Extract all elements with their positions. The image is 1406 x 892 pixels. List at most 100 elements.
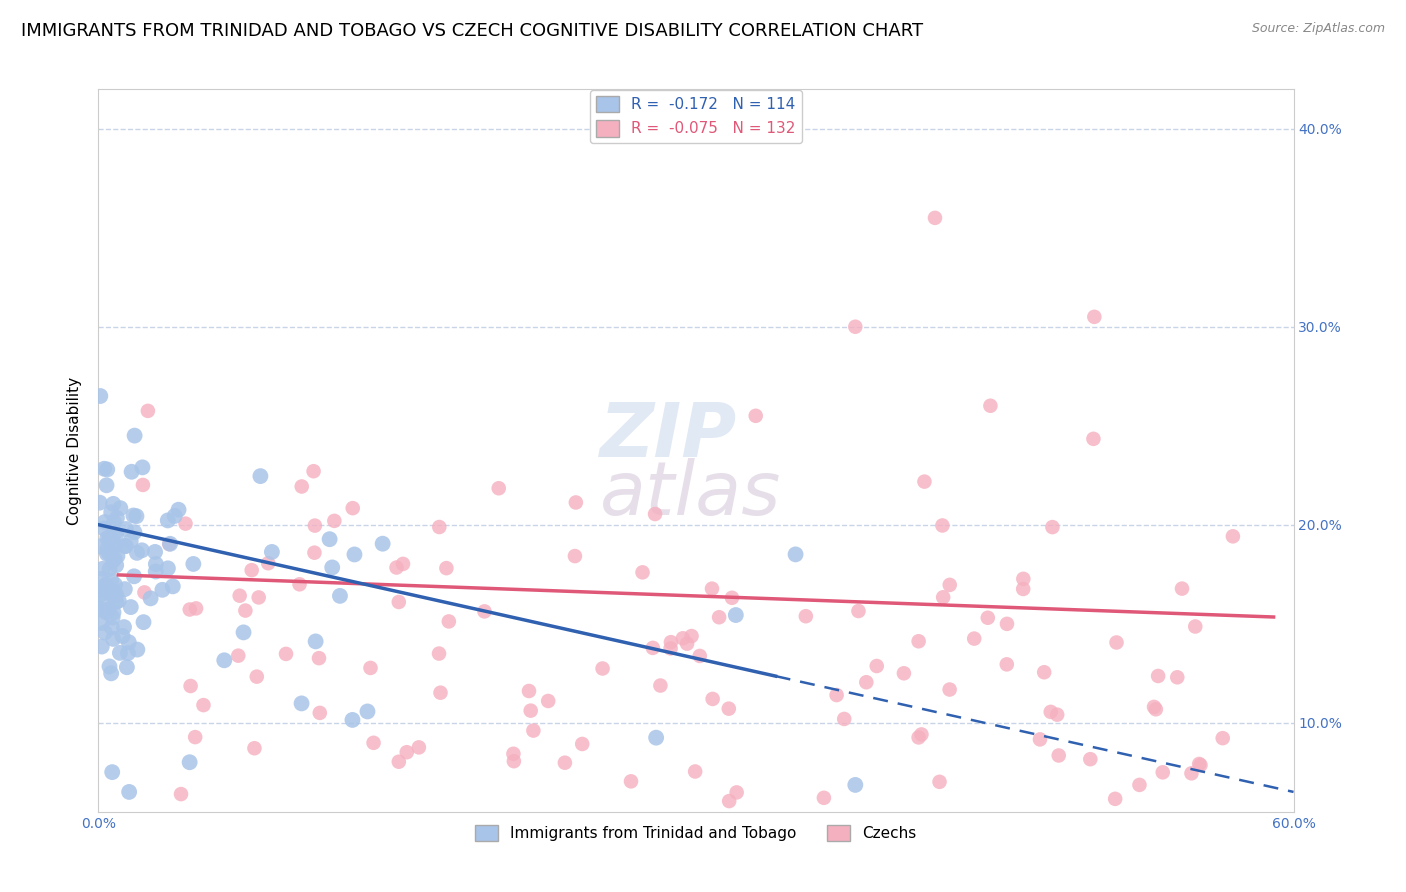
Point [363,736,385,750]
Point [193,698,215,712]
Point [844,778,866,792]
Point [91,615,114,630]
Point [98,562,121,576]
Point [103,526,125,541]
Point [93,522,115,536]
Point [1039,705,1062,719]
Point [1078,752,1101,766]
Point [100,666,122,681]
Point [167,502,190,516]
Point [226,648,249,663]
Point [1147,669,1170,683]
Point [94,605,117,619]
Point [235,603,257,617]
Point [323,514,346,528]
Point [592,661,614,675]
Point [89,588,111,602]
Point [645,731,668,745]
Point [308,706,330,720]
Point [681,629,703,643]
Point [910,727,932,741]
Point [371,537,394,551]
Point [1046,707,1069,722]
Point [249,469,271,483]
Point [893,666,915,681]
Text: IMMIGRANTS FROM TRINIDAD AND TOBAGO VS CZECH COGNITIVE DISABILITY CORRELATION CH: IMMIGRANTS FROM TRINIDAD AND TOBAGO VS C… [21,22,924,40]
Point [825,688,848,702]
Point [907,731,929,745]
Point [125,509,148,524]
Point [96,541,118,556]
Point [89,389,111,403]
Point [131,543,153,558]
Point [124,428,146,442]
Point [156,513,179,527]
Point [641,640,664,655]
Point [689,648,711,663]
Point [124,525,146,540]
Point [304,518,326,533]
Point [304,634,326,648]
Point [427,647,450,661]
Point [721,591,744,605]
Point [115,522,138,536]
Point [145,557,167,571]
Point [832,712,855,726]
Point [89,601,111,615]
Point [103,606,125,620]
Point [98,659,121,673]
Point [707,610,730,624]
Point [114,582,136,596]
Point [1128,778,1150,792]
Point [932,591,955,605]
Point [214,653,236,667]
Point [620,774,643,789]
Point [643,834,665,848]
Point [907,634,929,648]
Point [122,569,145,583]
Point [93,625,115,640]
Point [240,563,263,577]
Point [650,679,672,693]
Point [97,603,120,617]
Point [437,615,460,629]
Point [866,659,889,673]
Point [117,646,139,660]
Point [96,547,118,561]
Point [554,756,576,770]
Point [631,566,654,580]
Point [163,508,186,523]
Point [1083,310,1105,324]
Point [702,692,724,706]
Point [672,632,695,646]
Point [360,661,382,675]
Point [103,497,125,511]
Point [89,496,111,510]
Point [100,505,122,519]
Point [111,629,134,643]
Point [1171,582,1194,596]
Point [100,620,122,634]
Point [1184,619,1206,633]
Point [537,694,560,708]
Point [260,545,283,559]
Point [1222,529,1244,543]
Point [162,579,184,593]
Point [844,319,866,334]
Point [931,518,953,533]
Point [1212,731,1234,746]
Point [342,501,364,516]
Point [291,479,314,493]
Point [247,591,270,605]
Point [388,595,411,609]
Point [318,532,340,546]
Point [101,610,124,624]
Point [152,582,174,597]
Point [565,495,588,509]
Point [159,537,181,551]
Point [96,462,118,476]
Legend: Immigrants from Trinidad and Tobago, Czechs: Immigrants from Trinidad and Tobago, Cze… [470,819,922,847]
Point [145,565,167,579]
Point [114,539,136,553]
Point [427,520,450,534]
